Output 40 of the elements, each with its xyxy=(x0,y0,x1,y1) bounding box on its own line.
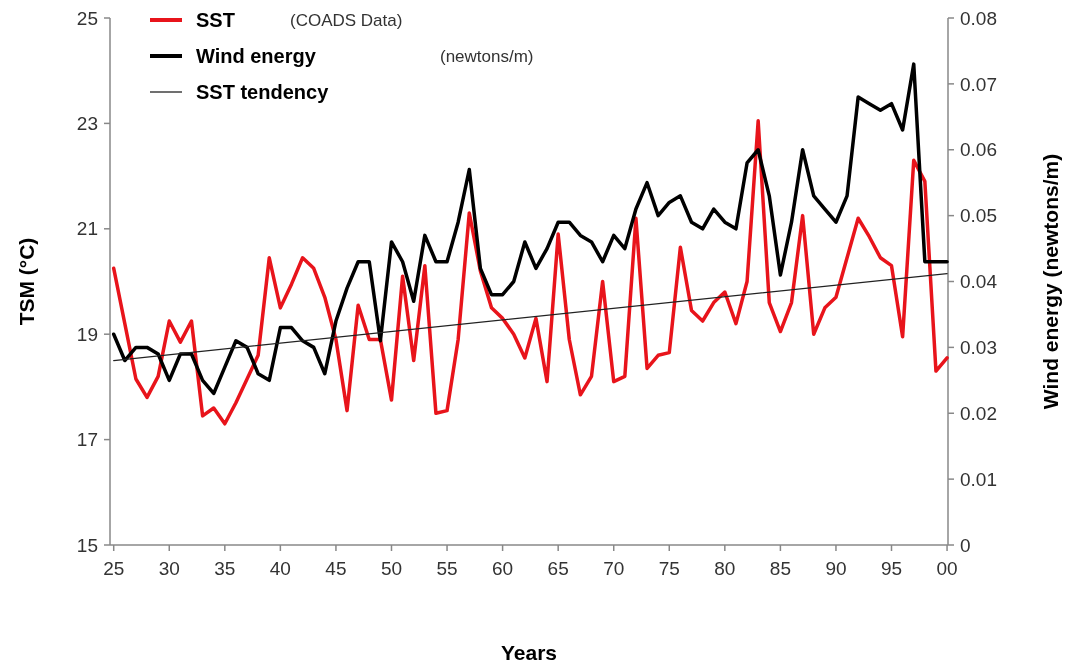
annotation: (COADS Data) xyxy=(290,10,403,30)
y2-tick-label: 0.03 xyxy=(960,337,997,359)
x-tick-label: 00 xyxy=(936,558,958,579)
y2-tick-label: 0.04 xyxy=(960,271,998,293)
x-tick-label: 40 xyxy=(269,558,291,579)
x-tick-label: 45 xyxy=(325,558,347,579)
x-tick-label: 85 xyxy=(769,558,791,579)
annotation: (newtons/m) xyxy=(440,46,534,66)
y-tick-label: 15 xyxy=(76,534,98,556)
x-tick-label: 75 xyxy=(658,558,680,579)
line-series xyxy=(111,119,949,426)
x-tick-label: 50 xyxy=(380,558,403,579)
y-axis-title: TSM (°C) xyxy=(15,237,38,326)
y-tick-label: 19 xyxy=(76,323,98,345)
x-tick-label: 65 xyxy=(547,558,569,579)
y2-tick-label: 0.07 xyxy=(960,73,997,95)
x-tick-label: 95 xyxy=(880,558,903,579)
x-tick-label: 80 xyxy=(714,558,736,579)
legend-label: Wind energy xyxy=(196,45,317,67)
x-axis-title: Years xyxy=(500,641,558,664)
legend-label: SST tendency xyxy=(196,81,330,103)
x-tick-label: 60 xyxy=(492,558,514,579)
x-tick-label: 55 xyxy=(436,558,458,579)
x-tick-label: 30 xyxy=(158,558,180,579)
y2-tick-label: 0.01 xyxy=(960,468,997,490)
x-tick-label: 35 xyxy=(214,558,236,579)
x-tick-label: 90 xyxy=(825,558,847,579)
y2-tick-label: 0.08 xyxy=(960,7,997,29)
y2-tick-label: 0 xyxy=(960,534,971,556)
y-tick-label: 17 xyxy=(76,429,98,451)
y2-tick-label: 0.02 xyxy=(960,402,997,424)
y-tick-label: 21 xyxy=(76,218,98,240)
legend-label: SST xyxy=(196,9,235,31)
y2-tick-label: 0.05 xyxy=(960,205,997,227)
x-tick-label: 70 xyxy=(603,558,625,579)
y2-axis-title: Wind energy (newtons/m) xyxy=(1039,153,1062,410)
y2-tick-label: 0.06 xyxy=(960,139,997,161)
y-tick-label: 23 xyxy=(76,113,98,135)
x-tick-label: 25 xyxy=(103,558,125,579)
y-tick-label: 25 xyxy=(76,7,98,29)
